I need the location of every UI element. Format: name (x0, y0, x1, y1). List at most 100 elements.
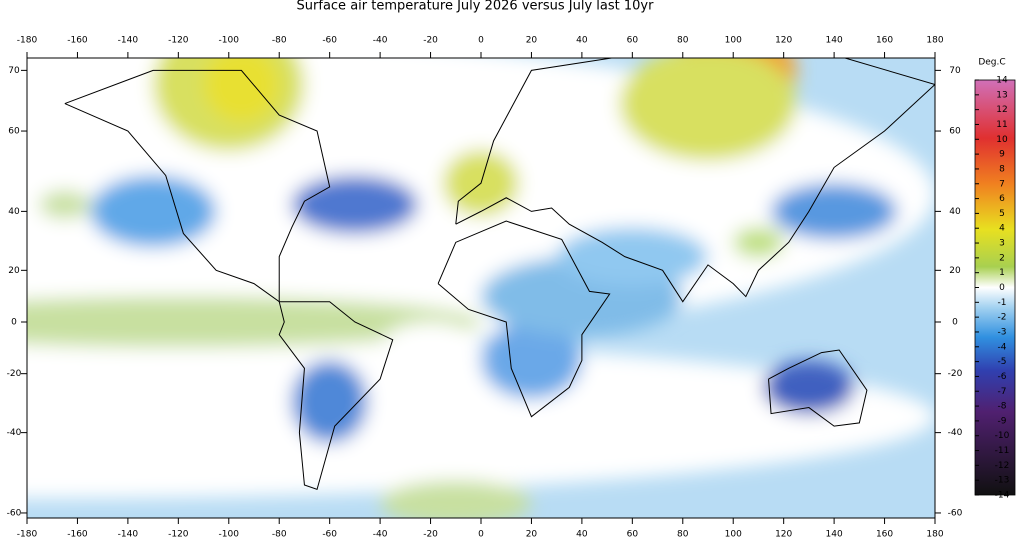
lon-tick-label: -140 (118, 530, 139, 540)
lat-tick-label: -40 (7, 428, 22, 438)
coastline (64, 69, 331, 303)
lon-tick-label: 20 (526, 36, 538, 46)
colorbar-tick-label: 14 (996, 76, 1008, 86)
anomaly-patch (380, 480, 532, 518)
anomaly-patch (291, 360, 368, 443)
anomaly-patch (380, 322, 481, 373)
colorbar-label: Deg.C (978, 58, 1005, 68)
lon-tick-label: 140 (826, 36, 843, 46)
lon-tick-label: -160 (67, 36, 88, 46)
colorbar-tick-label: -7 (998, 387, 1007, 397)
lon-tick-label: 40 (576, 530, 588, 540)
lat-tick-label: 20 (8, 266, 20, 276)
map-title: Surface air temperature July 2026 versus… (297, 0, 655, 14)
lat-tick-label: 0 (11, 318, 17, 328)
lon-tick-label: -160 (67, 530, 88, 540)
anomaly-patch (556, 227, 708, 286)
colorbar-tick-label: -9 (998, 416, 1007, 426)
lon-tick-label: -80 (272, 36, 287, 46)
colorbar-tick-label: -8 (998, 402, 1007, 412)
lat-tick-label: 70 (8, 66, 20, 76)
colorbar-tick-label: 7 (999, 179, 1005, 189)
anomaly-patch (203, 58, 280, 123)
lon-tick-label: 180 (926, 530, 943, 540)
colorbar-tick-label: 3 (999, 239, 1005, 249)
lon-tick-label: 100 (725, 36, 742, 46)
lon-tick-label: -40 (373, 530, 388, 540)
coastline (455, 58, 935, 303)
lon-tick-label: -100 (219, 36, 240, 46)
lon-tick-label: 80 (677, 530, 689, 540)
lat-tick-label: -20 (7, 369, 22, 379)
colorbar-tick-label: -6 (998, 372, 1007, 382)
lat-tick-label: -40 (948, 428, 963, 438)
colorbar-tick-label: -11 (995, 446, 1010, 456)
anomaly-patch (39, 190, 91, 219)
anomaly-patch (291, 175, 418, 234)
colorbar-tick-label: 11 (996, 120, 1007, 130)
lon-tick-label: 120 (775, 530, 792, 540)
colorbar-tick-label: 8 (999, 164, 1005, 174)
lon-tick-label: 100 (725, 530, 742, 540)
lon-tick-label: 20 (526, 530, 538, 540)
colorbar (974, 79, 1016, 496)
lon-tick-label: 160 (876, 36, 893, 46)
colorbar-tick-label: 1 (999, 268, 1005, 278)
anomaly-patch (27, 296, 481, 348)
lon-tick-label: -140 (118, 36, 139, 46)
coastline (768, 349, 868, 427)
lon-tick-label: -100 (219, 530, 240, 540)
lon-tick-label: -60 (322, 36, 337, 46)
coastline (437, 220, 611, 418)
anomaly-patch (481, 322, 582, 399)
anomaly-patch (619, 58, 797, 161)
lon-tick-label: 160 (876, 530, 893, 540)
lat-tick-label: -20 (948, 369, 963, 379)
lat-tick-label: 0 (952, 318, 958, 328)
lon-tick-label: -40 (373, 36, 388, 46)
lat-tick-label: -60 (7, 508, 22, 518)
lat-tick-label: 20 (949, 266, 961, 276)
colorbar-tick-label: -10 (995, 431, 1010, 441)
lon-tick-label: -120 (168, 530, 189, 540)
lat-tick-label: 40 (8, 207, 20, 217)
lon-tick-label: -80 (272, 530, 287, 540)
anomaly-patch (771, 183, 898, 240)
colorbar-tick-label: 12 (996, 105, 1007, 115)
colorbar-tick-label: -4 (998, 342, 1007, 352)
lon-tick-label: 40 (576, 36, 588, 46)
lon-tick-label: 120 (775, 36, 792, 46)
lon-tick-label: 80 (677, 36, 689, 46)
lon-tick-label: 60 (627, 530, 639, 540)
colorbar-tick-label: -12 (995, 461, 1010, 471)
lon-tick-label: 180 (926, 36, 943, 46)
lat-tick-label: 60 (8, 127, 20, 137)
lon-tick-label: -180 (17, 530, 38, 540)
lat-tick-label: -60 (948, 508, 963, 518)
lon-tick-label: 140 (826, 530, 843, 540)
lon-tick-label: -60 (322, 530, 337, 540)
colorbar-tick-label: 13 (996, 90, 1007, 100)
lat-tick-label: 40 (949, 207, 961, 217)
lon-tick-label: -20 (423, 530, 438, 540)
colorbar-tick-label: -1 (998, 298, 1007, 308)
lon-tick-label: -20 (423, 36, 438, 46)
temperature-field (27, 58, 935, 518)
anomaly-patch (763, 360, 855, 415)
colorbar-tick-label: -2 (998, 313, 1007, 323)
colorbar-tick-label: -14 (995, 491, 1010, 501)
lon-tick-label: -120 (168, 36, 189, 46)
anomaly-patch (27, 334, 935, 499)
colorbar-tick-label: 9 (999, 150, 1005, 160)
colorbar-tick-label: 6 (999, 194, 1005, 204)
lon-tick-label: 60 (627, 36, 639, 46)
colorbar-tick-label: 5 (999, 209, 1005, 219)
anomaly-patch (90, 175, 217, 248)
colorbar-tick-label: 2 (999, 253, 1005, 263)
lon-tick-label: 0 (478, 36, 484, 46)
colorbar-tick-label: 10 (996, 135, 1008, 145)
lat-tick-label: 70 (949, 66, 961, 76)
colorbar-tick-label: 4 (999, 224, 1005, 234)
colorbar-tick-label: 0 (999, 283, 1005, 293)
